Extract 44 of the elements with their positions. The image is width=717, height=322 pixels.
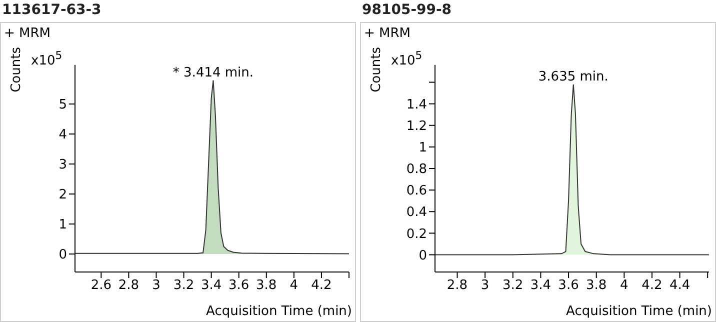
chart-title: 98105-99-8 [362,2,452,18]
x-tick-label: 2.6 [90,278,112,294]
y-tick-label: 2 [58,188,67,203]
x-tick-label: 2.8 [118,278,140,294]
y-tick-label: 1 [418,140,427,156]
y-axis-title: Counts [9,47,24,92]
x-tick-label: 4.2 [642,278,662,294]
y-tick-label: 1.2 [406,118,427,134]
chart-title: 113617-63-3 [2,2,102,18]
y-tick-label: 0.2 [406,226,427,242]
x-tick-label: 3.6 [228,278,250,294]
text: + MRM [364,26,410,41]
y-tick-label: 0 [58,248,67,263]
x-tick-label: 3.8 [586,278,607,294]
x-tick-label: 3.4 [200,278,222,294]
text: x10$^{5}$ [31,49,62,68]
x-tick-label: 4.2 [311,278,332,294]
text: + MRM [4,26,50,41]
y-tick-label: 0 [418,248,427,264]
x-axis-title: Acquisition Time (min) [566,304,712,319]
annotation: 3.635 min. [538,69,608,84]
y-tick-label: 0.6 [406,184,427,199]
x-tick-label: 3.8 [256,278,277,294]
y-tick-label: 0.4 [406,205,427,220]
x-tick-label: 2.8 [446,278,468,294]
y-axis-title: Counts [369,47,384,92]
x-tick-label: 4 [620,278,628,294]
x-tick-label: 3.6 [558,278,579,294]
y-tick-label: 1.4 [406,97,427,112]
x-tick-label: 3 [480,278,490,294]
x-axis-title: Acquisition Time (min) [206,304,352,319]
annotation: * 3.414 min. [172,65,254,80]
x-tick-label: 3.4 [530,278,552,294]
y-tick-label: 3 [58,158,67,173]
x-tick-label: 3 [152,278,160,294]
text: x10$^{5}$ [391,49,422,68]
y-tick-label: 0.8 [406,162,427,178]
x-tick-label: 3.2 [173,278,194,294]
x-tick-label: 3.2 [502,278,524,294]
y-tick-label: 1 [58,218,67,233]
x-tick-label: 4.4 [669,278,690,294]
x-tick-label: 4 [290,278,298,294]
y-tick-label: 4 [58,128,67,143]
y-tick-label: 5 [58,98,67,113]
